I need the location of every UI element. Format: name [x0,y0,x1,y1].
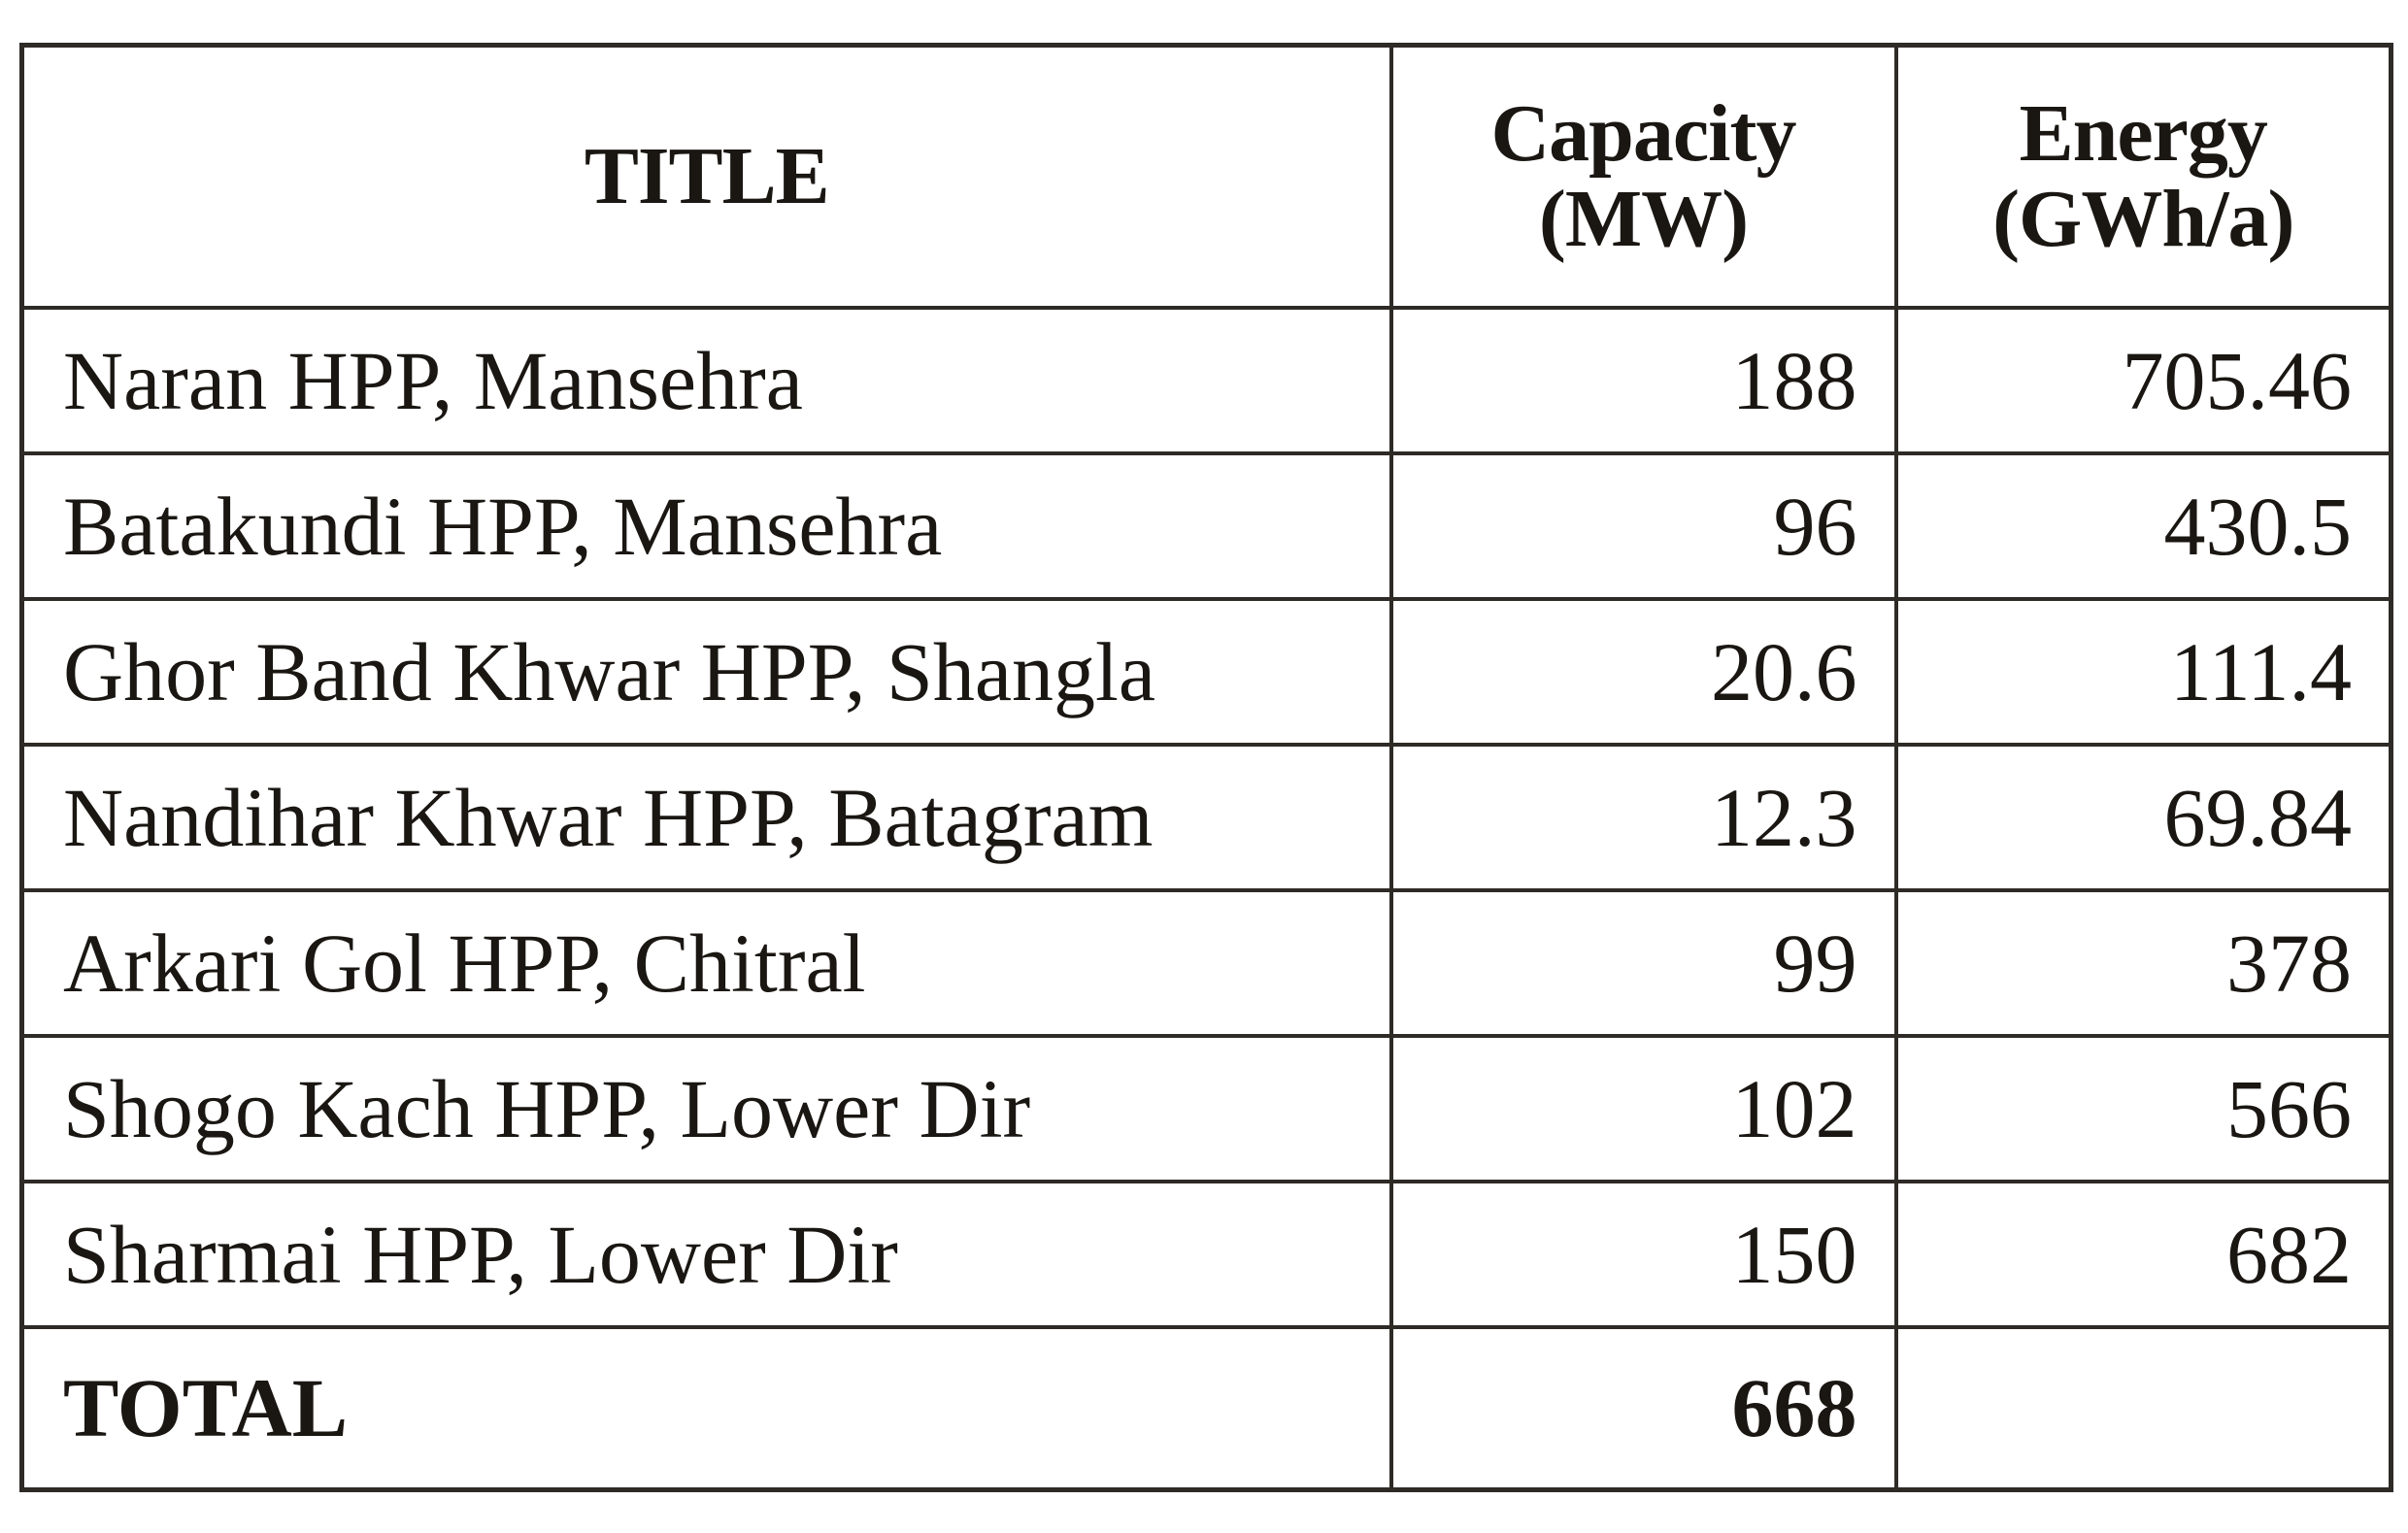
header-energy-label: Energy [2019,87,2268,179]
project-name-cell: Ghor Band Khwar HPP, Shangla [19,596,1393,747]
project-name-cell: Arkari Gol HPP, Chitral [19,887,1393,1038]
energy-cell: 111.4 [1893,596,2393,747]
capacity-cell: 12.3 [1388,742,1898,892]
table-row: Ghor Band Khwar HPP, Shangla 20.6 111.4 [19,596,2393,747]
header-capacity-label: Capacity [1490,87,1797,179]
energy-cell: 378 [1893,887,2393,1038]
energy-cell: 430.5 [1893,450,2393,601]
header-row: TITLE Capacity (MW) Energy (GWh/a) [19,43,2393,310]
energy-cell: 705.46 [1893,305,2393,455]
energy-cell: 69.84 [1893,742,2393,892]
table-row: Shogo Kach HPP, Lower Dir 102 566 [19,1033,2393,1183]
energy-cell: 682 [1893,1179,2393,1329]
project-name-cell: Naran HPP, Mansehra [19,305,1393,455]
energy-cell: 566 [1893,1033,2393,1183]
project-name-cell: Batakundi HPP, Mansehra [19,450,1393,601]
capacity-cell: 150 [1388,1179,1898,1329]
project-name-cell: Nandihar Khwar HPP, Batagram [19,742,1393,892]
total-row: TOTAL 668 [19,1324,2393,1492]
total-energy [1893,1324,2393,1492]
hydropower-projects-table: TITLE Capacity (MW) Energy (GWh/a) Naran… [19,43,2393,1492]
header-capacity: Capacity (MW) [1388,43,1898,310]
table-row: Nandihar Khwar HPP, Batagram 12.3 69.84 [19,742,2393,892]
header-title: TITLE [19,43,1393,310]
capacity-cell: 96 [1388,450,1898,601]
table-body: Naran HPP, Mansehra 188 705.46 Batakundi… [19,305,2393,1492]
capacity-cell: 99 [1388,887,1898,1038]
table-row: Arkari Gol HPP, Chitral 99 378 [19,887,2393,1038]
header-capacity-unit: (MW) [1538,173,1749,264]
table-row: Naran HPP, Mansehra 188 705.46 [19,305,2393,455]
header-title-label: TITLE [584,130,830,221]
total-label: TOTAL [19,1324,1393,1492]
table-header: TITLE Capacity (MW) Energy (GWh/a) [19,43,2393,310]
project-name-cell: Shogo Kach HPP, Lower Dir [19,1033,1393,1183]
table-row: Sharmai HPP, Lower Dir 150 682 [19,1179,2393,1329]
total-capacity: 668 [1388,1324,1898,1492]
project-name-cell: Sharmai HPP, Lower Dir [19,1179,1393,1329]
header-energy: Energy (GWh/a) [1893,43,2393,310]
capacity-cell: 102 [1388,1033,1898,1183]
header-energy-unit: (GWh/a) [1992,173,2294,264]
table-row: Batakundi HPP, Mansehra 96 430.5 [19,450,2393,601]
capacity-cell: 188 [1388,305,1898,455]
capacity-cell: 20.6 [1388,596,1898,747]
